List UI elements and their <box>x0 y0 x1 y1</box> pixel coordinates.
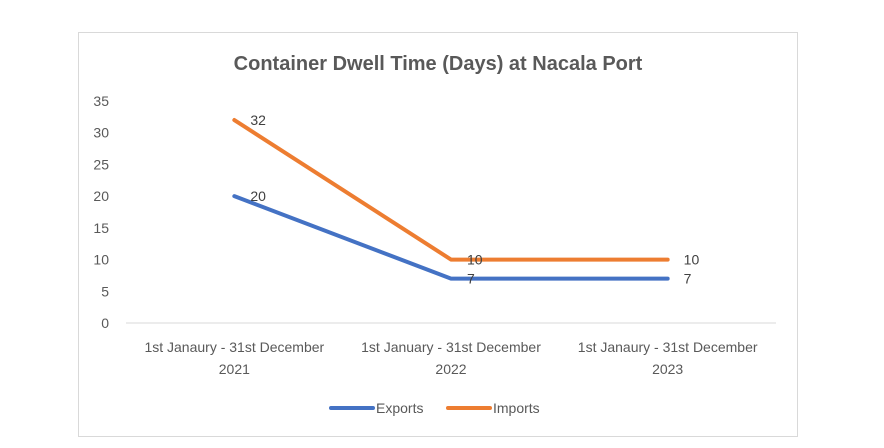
series-line-exports <box>232 194 670 281</box>
y-axis: 0 5 10 15 20 25 30 35 <box>93 93 109 331</box>
x-tick-label-line: 1st January - 31st December <box>361 339 541 355</box>
x-tick-label: 1st Janaury - 31st December 2021 <box>144 339 324 377</box>
y-tick-label: 0 <box>101 315 109 331</box>
y-tick-label: 35 <box>93 93 109 109</box>
y-tick-label: 15 <box>93 220 109 236</box>
legend-label: Imports <box>493 400 540 416</box>
y-tick-label: 5 <box>101 283 109 299</box>
data-label-imports: 10 <box>684 252 700 268</box>
x-axis: 1st Janaury - 31st December 2021 1st Janua… <box>144 339 757 377</box>
x-tick-label: 1st January - 31st December 2022 <box>361 339 541 377</box>
legend-label: Exports <box>376 400 423 416</box>
data-label-imports: 10 <box>467 252 483 268</box>
y-tick-label: 25 <box>93 156 109 172</box>
y-tick-label: 10 <box>93 252 109 268</box>
plot-area <box>232 118 670 281</box>
legend: Exports Imports <box>329 400 540 416</box>
x-tick-label-line: 1st Janaury - 31st December <box>578 339 758 355</box>
chart-frame <box>78 32 798 437</box>
y-tick-label: 20 <box>93 188 109 204</box>
data-label-exports: 7 <box>467 271 475 287</box>
legend-item-exports: Exports <box>329 400 423 416</box>
data-label-exports: 20 <box>250 188 266 204</box>
x-tick-label-line: 2023 <box>652 361 683 377</box>
data-label-exports: 7 <box>684 271 692 287</box>
chart-title: Container Dwell Time (Days) at Nacala Po… <box>234 53 643 75</box>
data-label-imports: 32 <box>250 112 266 128</box>
x-tick-label-line: 2022 <box>435 361 466 377</box>
x-tick-label-line: 1st Janaury - 31st December <box>144 339 324 355</box>
x-tick-label: 1st Janaury - 31st December 2023 <box>578 339 758 377</box>
x-tick-label-line: 2021 <box>219 361 250 377</box>
data-labels: 20 7 7 32 10 10 <box>250 112 699 287</box>
y-tick-label: 30 <box>93 125 109 141</box>
legend-item-imports: Imports <box>446 400 540 416</box>
series-line-imports <box>232 118 670 262</box>
